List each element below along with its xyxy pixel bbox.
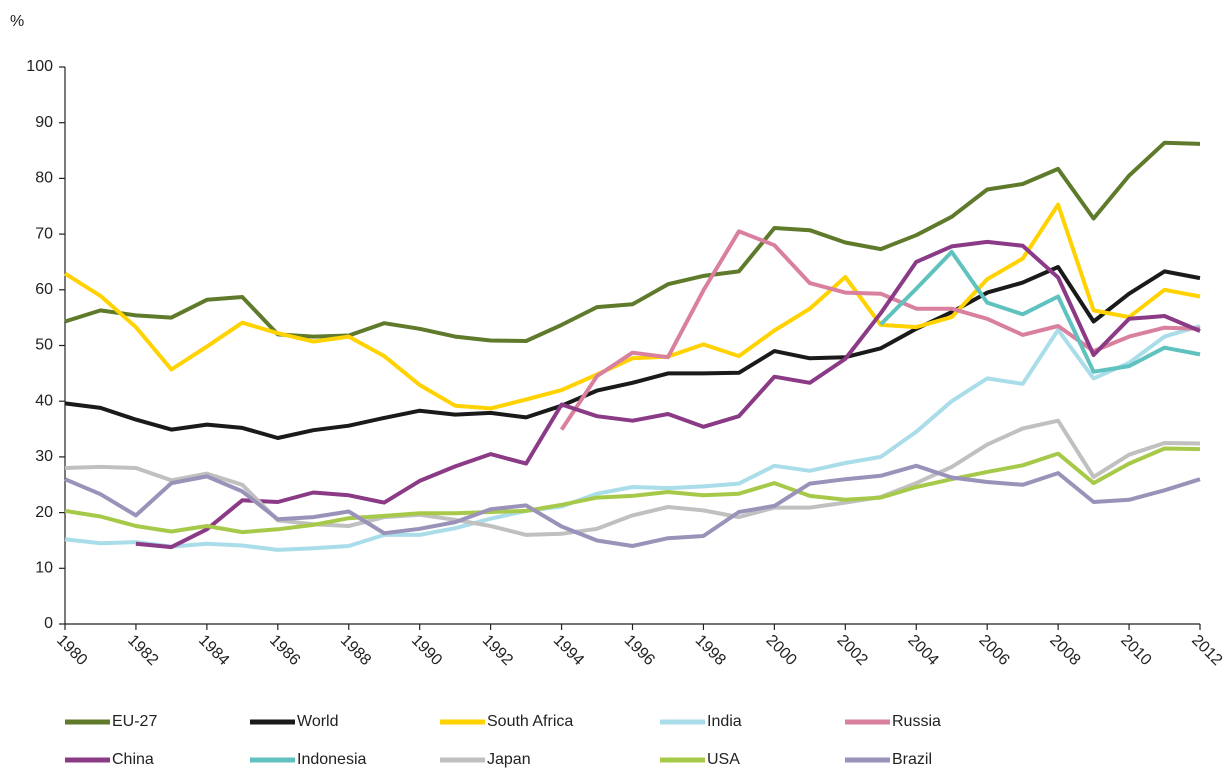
x-tick-label: 2004 (904, 632, 941, 669)
x-tick-label: 1992 (479, 632, 516, 669)
x-tick-label: 2012 (1188, 632, 1225, 669)
series-line (64, 265, 1201, 440)
x-tick-label: 1988 (337, 632, 374, 669)
x-tick-label: 1998 (692, 632, 729, 669)
y-tick-label: 10 (35, 560, 53, 577)
x-tick-label: 2000 (763, 632, 800, 669)
y-tick-label: 70 (35, 225, 53, 242)
y-tick-label: 90 (35, 114, 53, 131)
legend-label: India (707, 713, 742, 730)
legend-label: Russia (892, 713, 941, 730)
x-tick-label: 1990 (408, 632, 445, 669)
series-line (64, 140, 1201, 343)
x-tick-label: 2002 (833, 632, 870, 669)
x-tick-label: 1982 (124, 632, 161, 669)
legend-label: Brazil (892, 751, 932, 768)
y-tick-label: 60 (35, 281, 53, 298)
series-line (63, 202, 1201, 411)
y-tick-label: 20 (35, 504, 53, 521)
x-tick-label: 2006 (975, 632, 1012, 669)
legend-label: Japan (487, 751, 531, 768)
y-tick-label: 80 (35, 170, 53, 187)
y-tick-label: 0 (44, 615, 53, 632)
x-tick-label: 1986 (266, 632, 303, 669)
series-line (64, 463, 1201, 548)
legend-label: World (297, 713, 339, 730)
series-line (559, 229, 1201, 431)
x-tick-label: 1984 (195, 632, 232, 669)
x-tick-label: 2010 (1117, 632, 1154, 669)
series-line (64, 418, 1201, 537)
x-tick-label: 1994 (550, 632, 587, 669)
legend-label: South Africa (487, 713, 573, 730)
x-tick-label: 2008 (1046, 632, 1083, 669)
y-axis-label: % (10, 13, 24, 30)
x-tick-label: 1980 (53, 632, 90, 669)
y-tick-label: 30 (35, 448, 53, 465)
legend-label: EU-27 (112, 713, 157, 730)
legend-label: China (112, 751, 154, 768)
x-tick-label: 1996 (621, 632, 658, 669)
series-line (64, 324, 1201, 552)
y-tick-label: 40 (35, 392, 53, 409)
legend-label: Indonesia (297, 751, 366, 768)
series-line (64, 446, 1201, 535)
series-line (135, 239, 1201, 550)
legend-label: USA (707, 751, 740, 768)
y-tick-label: 50 (35, 337, 53, 354)
y-tick-label: 100 (26, 58, 53, 75)
series-line (879, 249, 1201, 374)
